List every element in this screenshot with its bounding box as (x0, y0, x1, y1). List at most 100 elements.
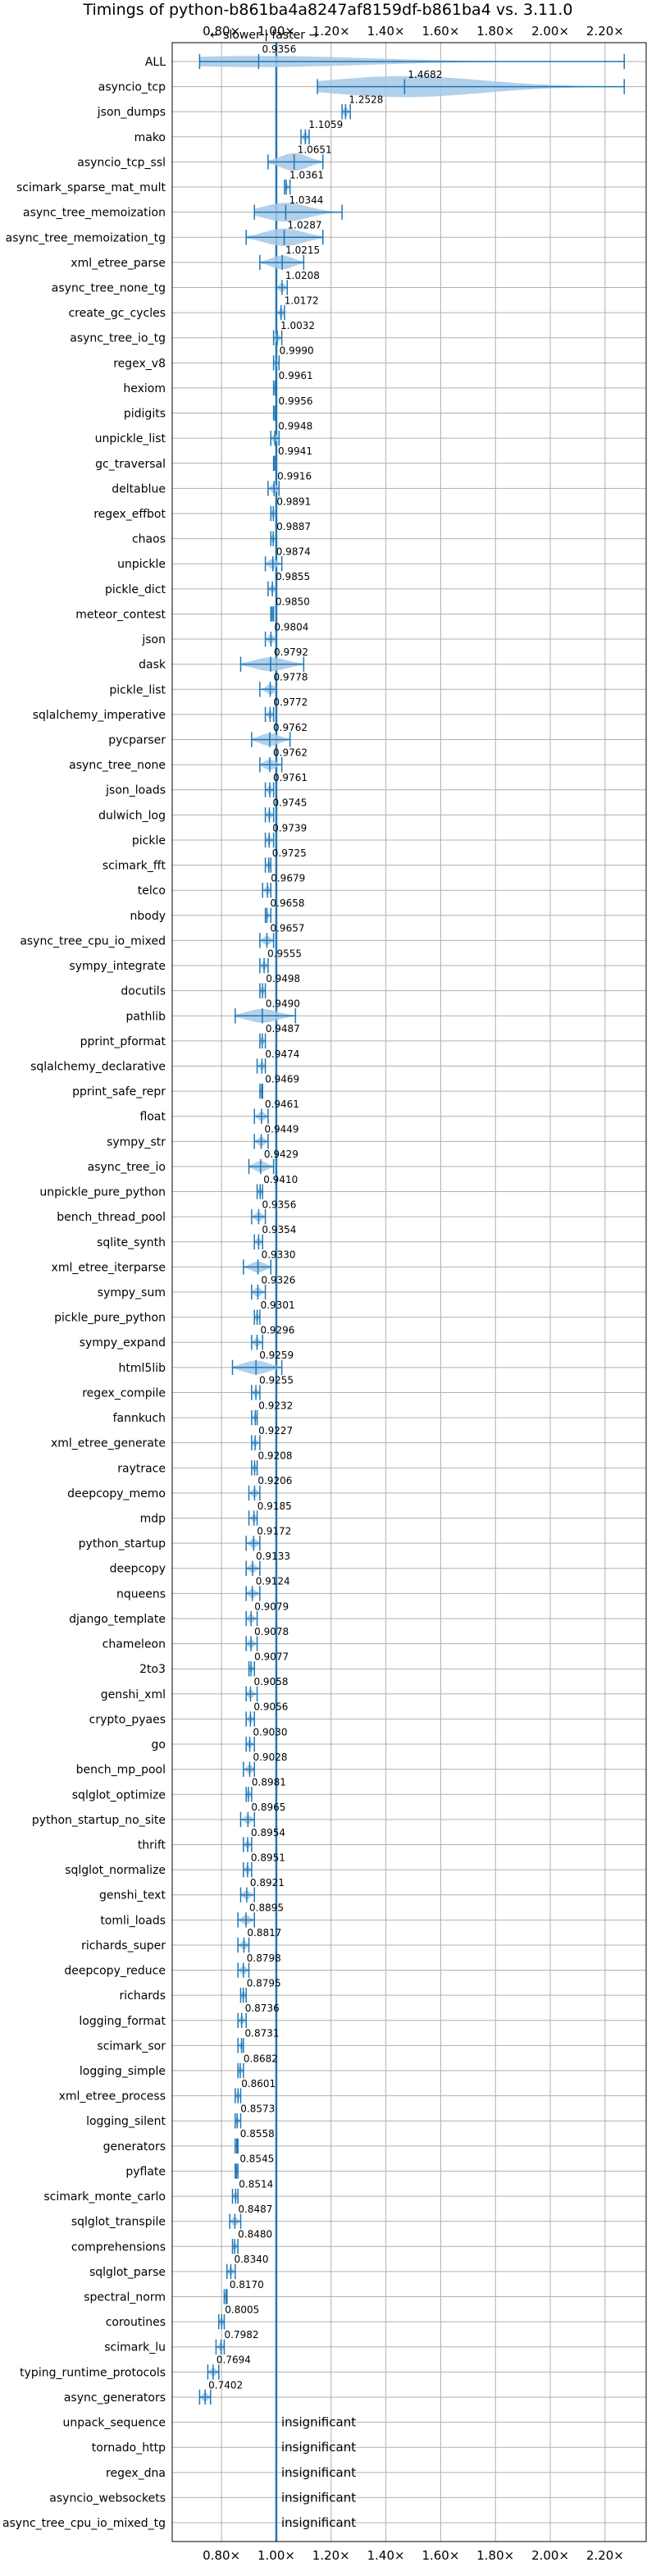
y-tick-label: chaos (132, 533, 166, 546)
y-tick-label: sympy_sum (98, 1286, 166, 1299)
y-tick-label: tornado_http (92, 2441, 166, 2455)
y-tick-label: sqlglot_transpile (71, 2216, 166, 2229)
value-label: 0.8682 (244, 2053, 278, 2064)
value-label: 0.9961 (279, 370, 313, 381)
value-label: 0.9725 (272, 847, 307, 859)
y-tick-label: json_dumps (97, 106, 166, 119)
y-tick-label: pathlib (126, 1010, 166, 1023)
x-tick-label-top: 1.80× (476, 24, 514, 39)
value-label: 0.9778 (274, 672, 308, 683)
y-tick-label: sqlglot_optimize (72, 1788, 166, 1802)
y-tick-label: raytrace (117, 1462, 166, 1475)
value-label: 0.8514 (239, 2178, 273, 2190)
value-label: 0.9259 (259, 1350, 294, 1361)
y-tick-label: pycparser (108, 734, 166, 747)
value-label: 0.8558 (240, 2128, 275, 2140)
value-label: 0.8736 (245, 2003, 280, 2014)
chart-title: Timings of python-b861ba4a8247af8159df-b… (83, 1, 573, 19)
y-tick-label: sympy_str (107, 1135, 166, 1149)
x-tick-label-bottom: 0.80× (203, 2548, 240, 2563)
value-label: 0.9356 (262, 1199, 296, 1210)
y-tick-label: regex_dna (106, 2467, 166, 2480)
y-tick-label: crypto_pyaes (89, 1713, 166, 1726)
value-label: 1.0361 (289, 169, 324, 180)
x-tick-label-top: 2.00× (531, 24, 569, 39)
y-tick-label: asyncio_tcp (98, 81, 166, 94)
y-tick-label: spectral_norm (84, 2291, 166, 2304)
value-label: 0.9077 (254, 1651, 289, 1662)
value-label: 1.0215 (285, 244, 320, 256)
insignificant-label: insignificant (281, 2515, 356, 2530)
y-tick-label: genshi_text (99, 1889, 166, 1902)
value-label: 0.8573 (240, 2103, 275, 2115)
x-tick-label-top: 1.60× (421, 24, 459, 39)
y-tick-label: coroutines (106, 2316, 166, 2329)
y-tick-label: pickle (132, 834, 166, 847)
value-label: 0.8340 (234, 2254, 268, 2265)
value-label: 0.8480 (238, 2229, 272, 2240)
value-label: 0.8817 (247, 1927, 281, 1939)
y-tick-label: async_tree_none_tg (52, 281, 166, 295)
value-label: 0.9948 (278, 420, 312, 432)
value-label: 1.0032 (280, 320, 315, 331)
y-tick-label: 2to3 (139, 1663, 166, 1676)
y-tick-label: float (140, 1111, 166, 1124)
y-tick-label: gc_traversal (95, 458, 166, 471)
y-tick-label: bench_mp_pool (76, 1764, 166, 1777)
value-label: 0.9058 (253, 1676, 288, 1688)
value-label: 0.9941 (278, 445, 312, 457)
y-tick-label: logging_format (79, 2015, 166, 2028)
y-tick-label: async_tree_io (88, 1161, 166, 1174)
value-label: 0.9208 (257, 1450, 292, 1462)
y-tick-label: unpickle (117, 558, 166, 571)
value-label: 0.9916 (277, 471, 312, 482)
y-tick-label: ALL (145, 56, 166, 69)
x-tick-label-bottom: 1.00× (257, 2548, 295, 2563)
value-label: 0.9474 (265, 1048, 299, 1060)
y-tick-label: async_tree_memoization_tg (6, 231, 166, 244)
y-tick-label: create_gc_cycles (68, 307, 166, 320)
value-label: 0.9296 (260, 1325, 294, 1336)
x-tick-label-top: 1.00× (257, 24, 295, 39)
value-label: 0.9792 (274, 646, 308, 658)
value-label: 0.9658 (271, 897, 305, 909)
x-tick-label-bottom: 1.80× (476, 2548, 514, 2563)
value-label: 0.8895 (249, 1902, 284, 1914)
y-tick-label: xml_etree_generate (51, 1437, 166, 1450)
y-tick-label: tomli_loads (100, 1914, 166, 1927)
value-label: 1.0287 (288, 220, 322, 231)
y-tick-label: deltablue (112, 482, 166, 496)
y-tick-label: sqlalchemy_imperative (33, 709, 166, 722)
value-label: 0.9887 (276, 521, 311, 532)
y-tick-label: nbody (130, 910, 166, 923)
y-tick-label: scimark_lu (104, 2341, 166, 2354)
y-tick-label: pickle_list (109, 683, 166, 697)
value-label: 0.9124 (256, 1576, 290, 1587)
value-label: 0.8798 (247, 1953, 281, 1964)
value-label: 0.8170 (230, 2279, 264, 2291)
value-label: 1.1059 (308, 119, 343, 130)
y-tick-label: logging_silent (86, 2115, 166, 2128)
value-label: 0.9028 (253, 1752, 287, 1763)
y-tick-label: json (141, 633, 166, 646)
value-label: 0.8731 (245, 2028, 280, 2039)
y-tick-label: thrift (138, 1838, 166, 1852)
y-tick-label: async_tree_cpu_io_mixed_tg (2, 2517, 166, 2530)
value-label: 1.4682 (408, 69, 442, 80)
y-tick-label: sqlglot_normalize (65, 1864, 166, 1877)
y-tick-label: unpickle_pure_python (39, 1186, 166, 1199)
value-label: 0.7402 (208, 2379, 243, 2391)
y-tick-label: docutils (121, 985, 166, 998)
value-label: 0.9232 (258, 1400, 293, 1411)
value-label: 0.8487 (238, 2204, 272, 2215)
y-tick-label: deepcopy_reduce (64, 1965, 166, 1978)
y-tick-label: sympy_expand (80, 1336, 166, 1350)
value-label: 0.9326 (261, 1274, 295, 1286)
x-tick-label-top: 2.20× (586, 24, 624, 39)
value-label: 0.8951 (251, 1852, 285, 1863)
y-tick-label: unpickle_list (95, 432, 166, 445)
x-tick-label-bottom: 1.40× (367, 2548, 405, 2563)
value-label: 1.0208 (285, 270, 320, 281)
value-label: 0.8921 (250, 1877, 285, 1889)
